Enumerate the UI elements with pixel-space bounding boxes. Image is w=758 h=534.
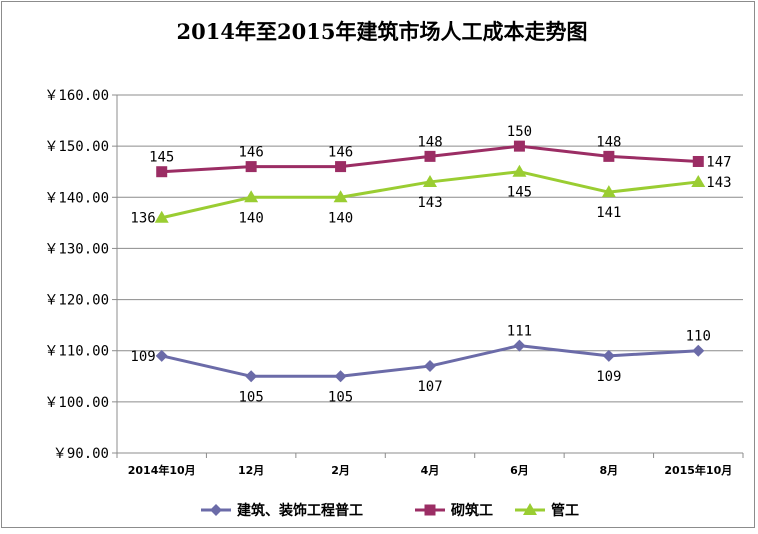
data-label: 140	[238, 210, 263, 226]
data-point	[692, 344, 705, 357]
gridlines	[117, 94, 743, 454]
series-1	[156, 140, 704, 178]
y-tick-label: ￥100.00	[44, 395, 109, 411]
legend-label: 砌筑工	[450, 502, 493, 519]
legend-label: 建筑、装饰工程普工	[237, 502, 363, 519]
data-label: 143	[417, 195, 442, 211]
data-point	[154, 210, 169, 223]
data-label: 146	[328, 145, 353, 161]
data-label: 141	[596, 205, 621, 221]
data-point	[333, 190, 348, 203]
data-point	[245, 370, 258, 383]
data-label: 143	[706, 175, 731, 191]
data-labels: 109 105 105 107 111 109 110 145 146 146 148 150 148 1…	[130, 124, 731, 405]
chart-title: 2014年至2015年建筑市场人工成本走势图	[177, 19, 588, 44]
data-label: 105	[328, 389, 353, 405]
data-label: 145	[507, 185, 532, 201]
data-label: 109	[130, 349, 155, 365]
data-point	[424, 150, 436, 162]
legend-item-2: 管工	[515, 502, 579, 519]
legend-item-0: 建筑、装饰工程普工	[201, 502, 363, 519]
data-point	[155, 349, 168, 362]
data-point	[245, 161, 257, 173]
data-label: 146	[238, 145, 263, 161]
x-tick-label: 8月	[600, 464, 619, 477]
series-2	[154, 164, 706, 223]
data-point	[602, 349, 615, 362]
data-point	[601, 185, 616, 198]
y-axis: ￥90.00 ￥100.00 ￥110.00 ￥120.00 ￥130.00 ￥140.0…	[44, 88, 118, 462]
data-label: 109	[596, 369, 621, 385]
legend: 建筑、装饰工程普工 砌筑工 管工	[201, 502, 579, 519]
data-point	[512, 164, 527, 177]
legend-marker	[210, 504, 222, 516]
legend-item-1: 砌筑工	[415, 502, 493, 519]
data-point	[691, 174, 706, 187]
y-tick-label: ￥150.00	[44, 139, 109, 155]
data-label: 136	[130, 211, 155, 227]
data-point	[156, 166, 168, 178]
y-tick-label: ￥120.00	[44, 293, 109, 309]
data-point	[244, 190, 259, 203]
data-label: 105	[238, 389, 263, 405]
legend-marker	[523, 503, 537, 515]
y-tick-label: ￥90.00	[53, 446, 109, 462]
data-label: 140	[328, 210, 353, 226]
data-point	[335, 161, 347, 173]
legend-label: 管工	[551, 502, 579, 519]
data-point	[334, 370, 347, 383]
x-tick-label: 4月	[421, 464, 440, 477]
data-point	[603, 150, 615, 162]
data-label: 147	[706, 154, 731, 170]
x-tick-label: 6月	[510, 464, 529, 477]
y-tick-label: ￥130.00	[44, 241, 109, 257]
data-label: 148	[596, 134, 621, 150]
series-0	[155, 339, 705, 383]
data-point	[692, 155, 704, 167]
x-tick-label: 2015年10月	[664, 463, 732, 477]
x-tick-label: 2月	[331, 464, 350, 477]
data-point	[513, 339, 526, 352]
y-tick-label: ￥110.00	[44, 344, 109, 360]
data-label: 107	[417, 379, 442, 395]
data-label: 150	[507, 124, 532, 140]
data-point	[424, 360, 436, 373]
x-tick-label: 2014年10月	[128, 463, 196, 477]
data-label: 110	[686, 329, 711, 345]
series-group	[154, 140, 706, 383]
x-axis: 2014年10月 12月 2月 4月 6月 8月 2015年10月	[116, 452, 744, 477]
data-point	[513, 140, 525, 152]
x-tick-label: 12月	[238, 464, 264, 477]
data-point	[423, 174, 437, 187]
data-label: 145	[149, 150, 174, 166]
data-label: 148	[417, 134, 442, 150]
y-tick-label: ￥160.00	[44, 88, 109, 104]
legend-marker	[424, 504, 436, 516]
data-label: 111	[507, 324, 532, 340]
y-tick-label: ￥140.00	[44, 190, 109, 206]
